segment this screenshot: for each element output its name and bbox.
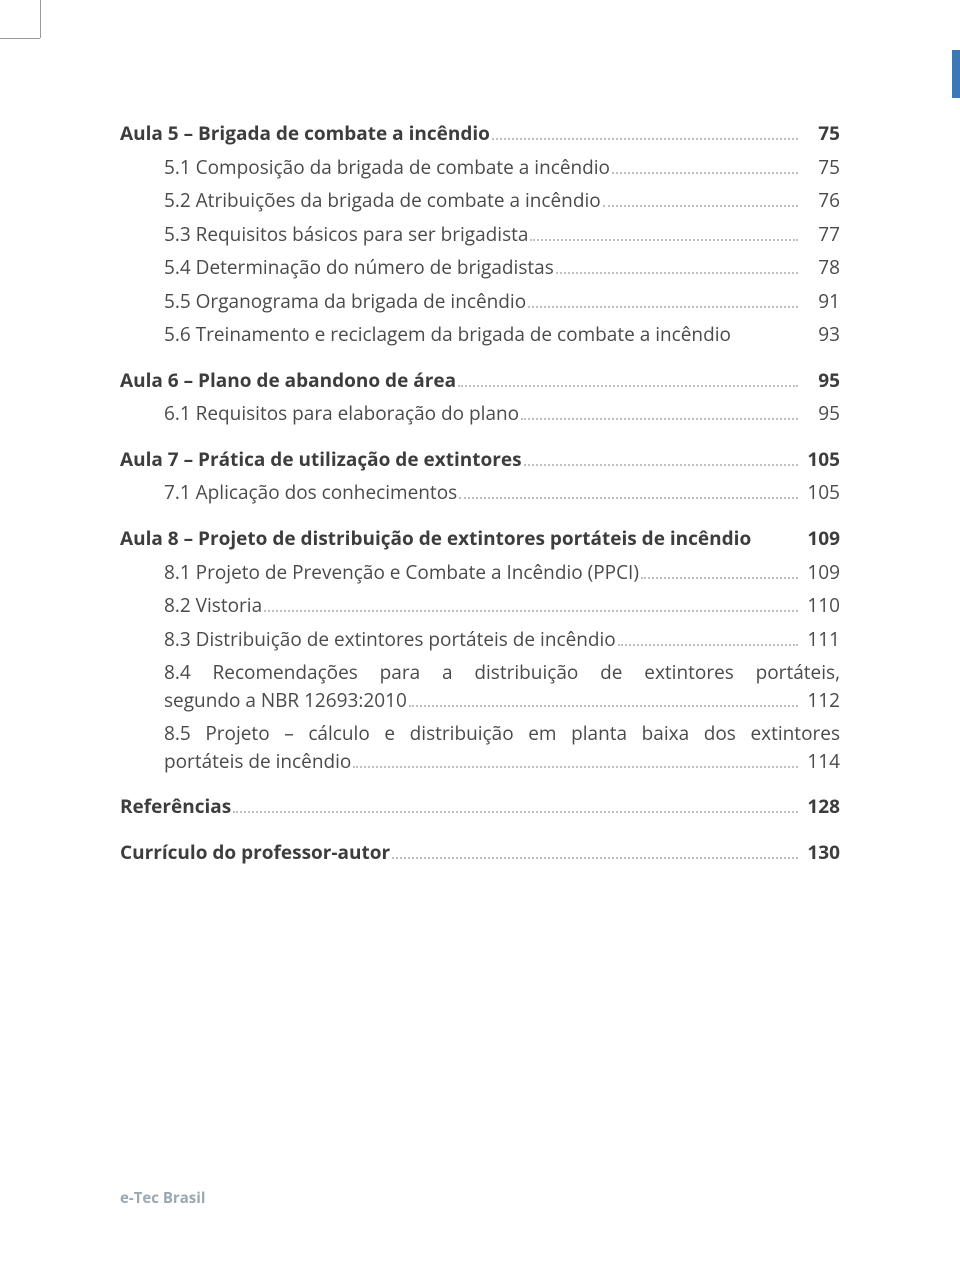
toc-label: Aula 7 – Prática de utilização de extint… (120, 446, 522, 474)
toc-leader (603, 205, 798, 207)
toc-page-number: 111 (800, 626, 840, 654)
toc-subitem: 5.3 Requisitos básicos para ser brigadis… (120, 221, 840, 249)
toc-subitem: 8.5 Projeto – cálculo e distribuição em … (120, 720, 840, 775)
toc-page-number: 105 (800, 446, 840, 474)
toc-page-number: 75 (800, 120, 840, 148)
toc-leader (556, 272, 798, 274)
toc-leader (458, 385, 798, 387)
toc-leader (233, 811, 798, 813)
toc-page-number: 76 (800, 187, 840, 215)
toc-leader (612, 172, 798, 174)
toc-label-line1: 8.5 Projeto – cálculo e distribuição em … (164, 720, 840, 748)
toc-subitem: 5.5 Organograma da brigada de incêndio 91 (120, 288, 840, 316)
toc-label: 5.6 Treinamento e reciclagem da brigada … (164, 321, 731, 349)
toc-leader (459, 497, 798, 499)
toc-label: 8.1 Projeto de Prevenção e Combate a Inc… (164, 559, 639, 587)
toc-label: Aula 6 – Plano de abandono de área (120, 367, 456, 395)
toc-header: Aula 6 – Plano de abandono de área 95 (120, 367, 840, 395)
toc-label: portáteis de incêndio (164, 748, 351, 776)
table-of-contents: Aula 5 – Brigada de combate a incêndio 75… (120, 120, 840, 872)
toc-leader (492, 138, 798, 140)
toc-label: 8.3 Distribuição de extintores portáteis… (164, 626, 616, 654)
toc-subitem: 7.1 Aplicação dos conhecimentos 105 (120, 479, 840, 507)
toc-leader (641, 577, 798, 579)
toc-leader (392, 857, 798, 859)
toc-page-number: 112 (800, 687, 840, 715)
footer-brand: e-Tec Brasil (120, 1188, 205, 1208)
toc-label: Aula 5 – Brigada de combate a incêndio (120, 120, 490, 148)
toc-leader (264, 610, 798, 612)
toc-label-line1: 8.4 Recomendações para a distribuição de… (164, 659, 840, 687)
crop-mark-horizontal (0, 38, 40, 39)
crop-mark-vertical (40, 0, 41, 38)
toc-leader (353, 766, 798, 768)
toc-leader (530, 239, 798, 241)
toc-header: Aula 5 – Brigada de combate a incêndio 75 (120, 120, 840, 148)
toc-subitem: 8.3 Distribuição de extintores portáteis… (120, 626, 840, 654)
toc-subitem: 6.1 Requisitos para elaboração do plano 9… (120, 400, 840, 428)
toc-page-number: 105 (800, 479, 840, 507)
toc-subitem: 8.2 Vistoria 110 (120, 592, 840, 620)
toc-page-number: 114 (800, 748, 840, 776)
toc-label: 5.5 Organograma da brigada de incêndio (164, 288, 526, 316)
toc-header: Aula 8 – Projeto de distribuição de exti… (120, 525, 840, 553)
toc-label: Referências (120, 793, 231, 821)
toc-page-number: 109 (800, 525, 840, 553)
toc-leader (528, 306, 798, 308)
toc-leader (521, 418, 798, 420)
toc-label: 6.1 Requisitos para elaboração do plano (164, 400, 519, 428)
toc-label: 5.3 Requisitos básicos para ser brigadis… (164, 221, 528, 249)
toc-label-line2-row: segundo a NBR 12693:2010 112 (164, 687, 840, 715)
toc-subitem: 5.2 Atribuições da brigada de combate a … (120, 187, 840, 215)
toc-label: Currículo do professor-autor (120, 839, 390, 867)
toc-label: 5.1 Composição da brigada de combate a i… (164, 154, 610, 182)
toc-page-number: 109 (800, 559, 840, 587)
toc-page-number: 91 (800, 288, 840, 316)
toc-subitem: 5.4 Determinação do número de brigadista… (120, 254, 840, 282)
toc-subitem: 5.1 Composição da brigada de combate a i… (120, 154, 840, 182)
toc-page-number: 78 (800, 254, 840, 282)
toc-leader (409, 705, 798, 707)
toc-header: Referências 128 (120, 793, 840, 821)
toc-label-line2-row: portáteis de incêndio 114 (164, 748, 840, 776)
toc-label: Aula 8 – Projeto de distribuição de exti… (120, 525, 751, 553)
toc-page-number: 77 (800, 221, 840, 249)
toc-leader (524, 464, 798, 466)
toc-leader (618, 644, 798, 646)
toc-page-number: 128 (800, 793, 840, 821)
side-tab (952, 50, 960, 98)
toc-subitem: 8.1 Projeto de Prevenção e Combate a Inc… (120, 559, 840, 587)
toc-page-number: 110 (800, 592, 840, 620)
toc-label: 5.2 Atribuições da brigada de combate a … (164, 187, 601, 215)
toc-label: 8.2 Vistoria (164, 592, 262, 620)
toc-label: 7.1 Aplicação dos conhecimentos (164, 479, 457, 507)
toc-subitem: 8.4 Recomendações para a distribuição de… (120, 659, 840, 714)
toc-label: segundo a NBR 12693:2010 (164, 687, 407, 715)
toc-header: Aula 7 – Prática de utilização de extint… (120, 446, 840, 474)
toc-page-number: 95 (800, 367, 840, 395)
toc-page-number: 95 (800, 400, 840, 428)
toc-page-number: 130 (800, 839, 840, 867)
toc-subitem: 5.6 Treinamento e reciclagem da brigada … (120, 321, 840, 349)
toc-page-number: 75 (800, 154, 840, 182)
toc-header: Currículo do professor-autor 130 (120, 839, 840, 867)
toc-label: 5.4 Determinação do número de brigadista… (164, 254, 554, 282)
toc-page-number: 93 (800, 321, 840, 349)
